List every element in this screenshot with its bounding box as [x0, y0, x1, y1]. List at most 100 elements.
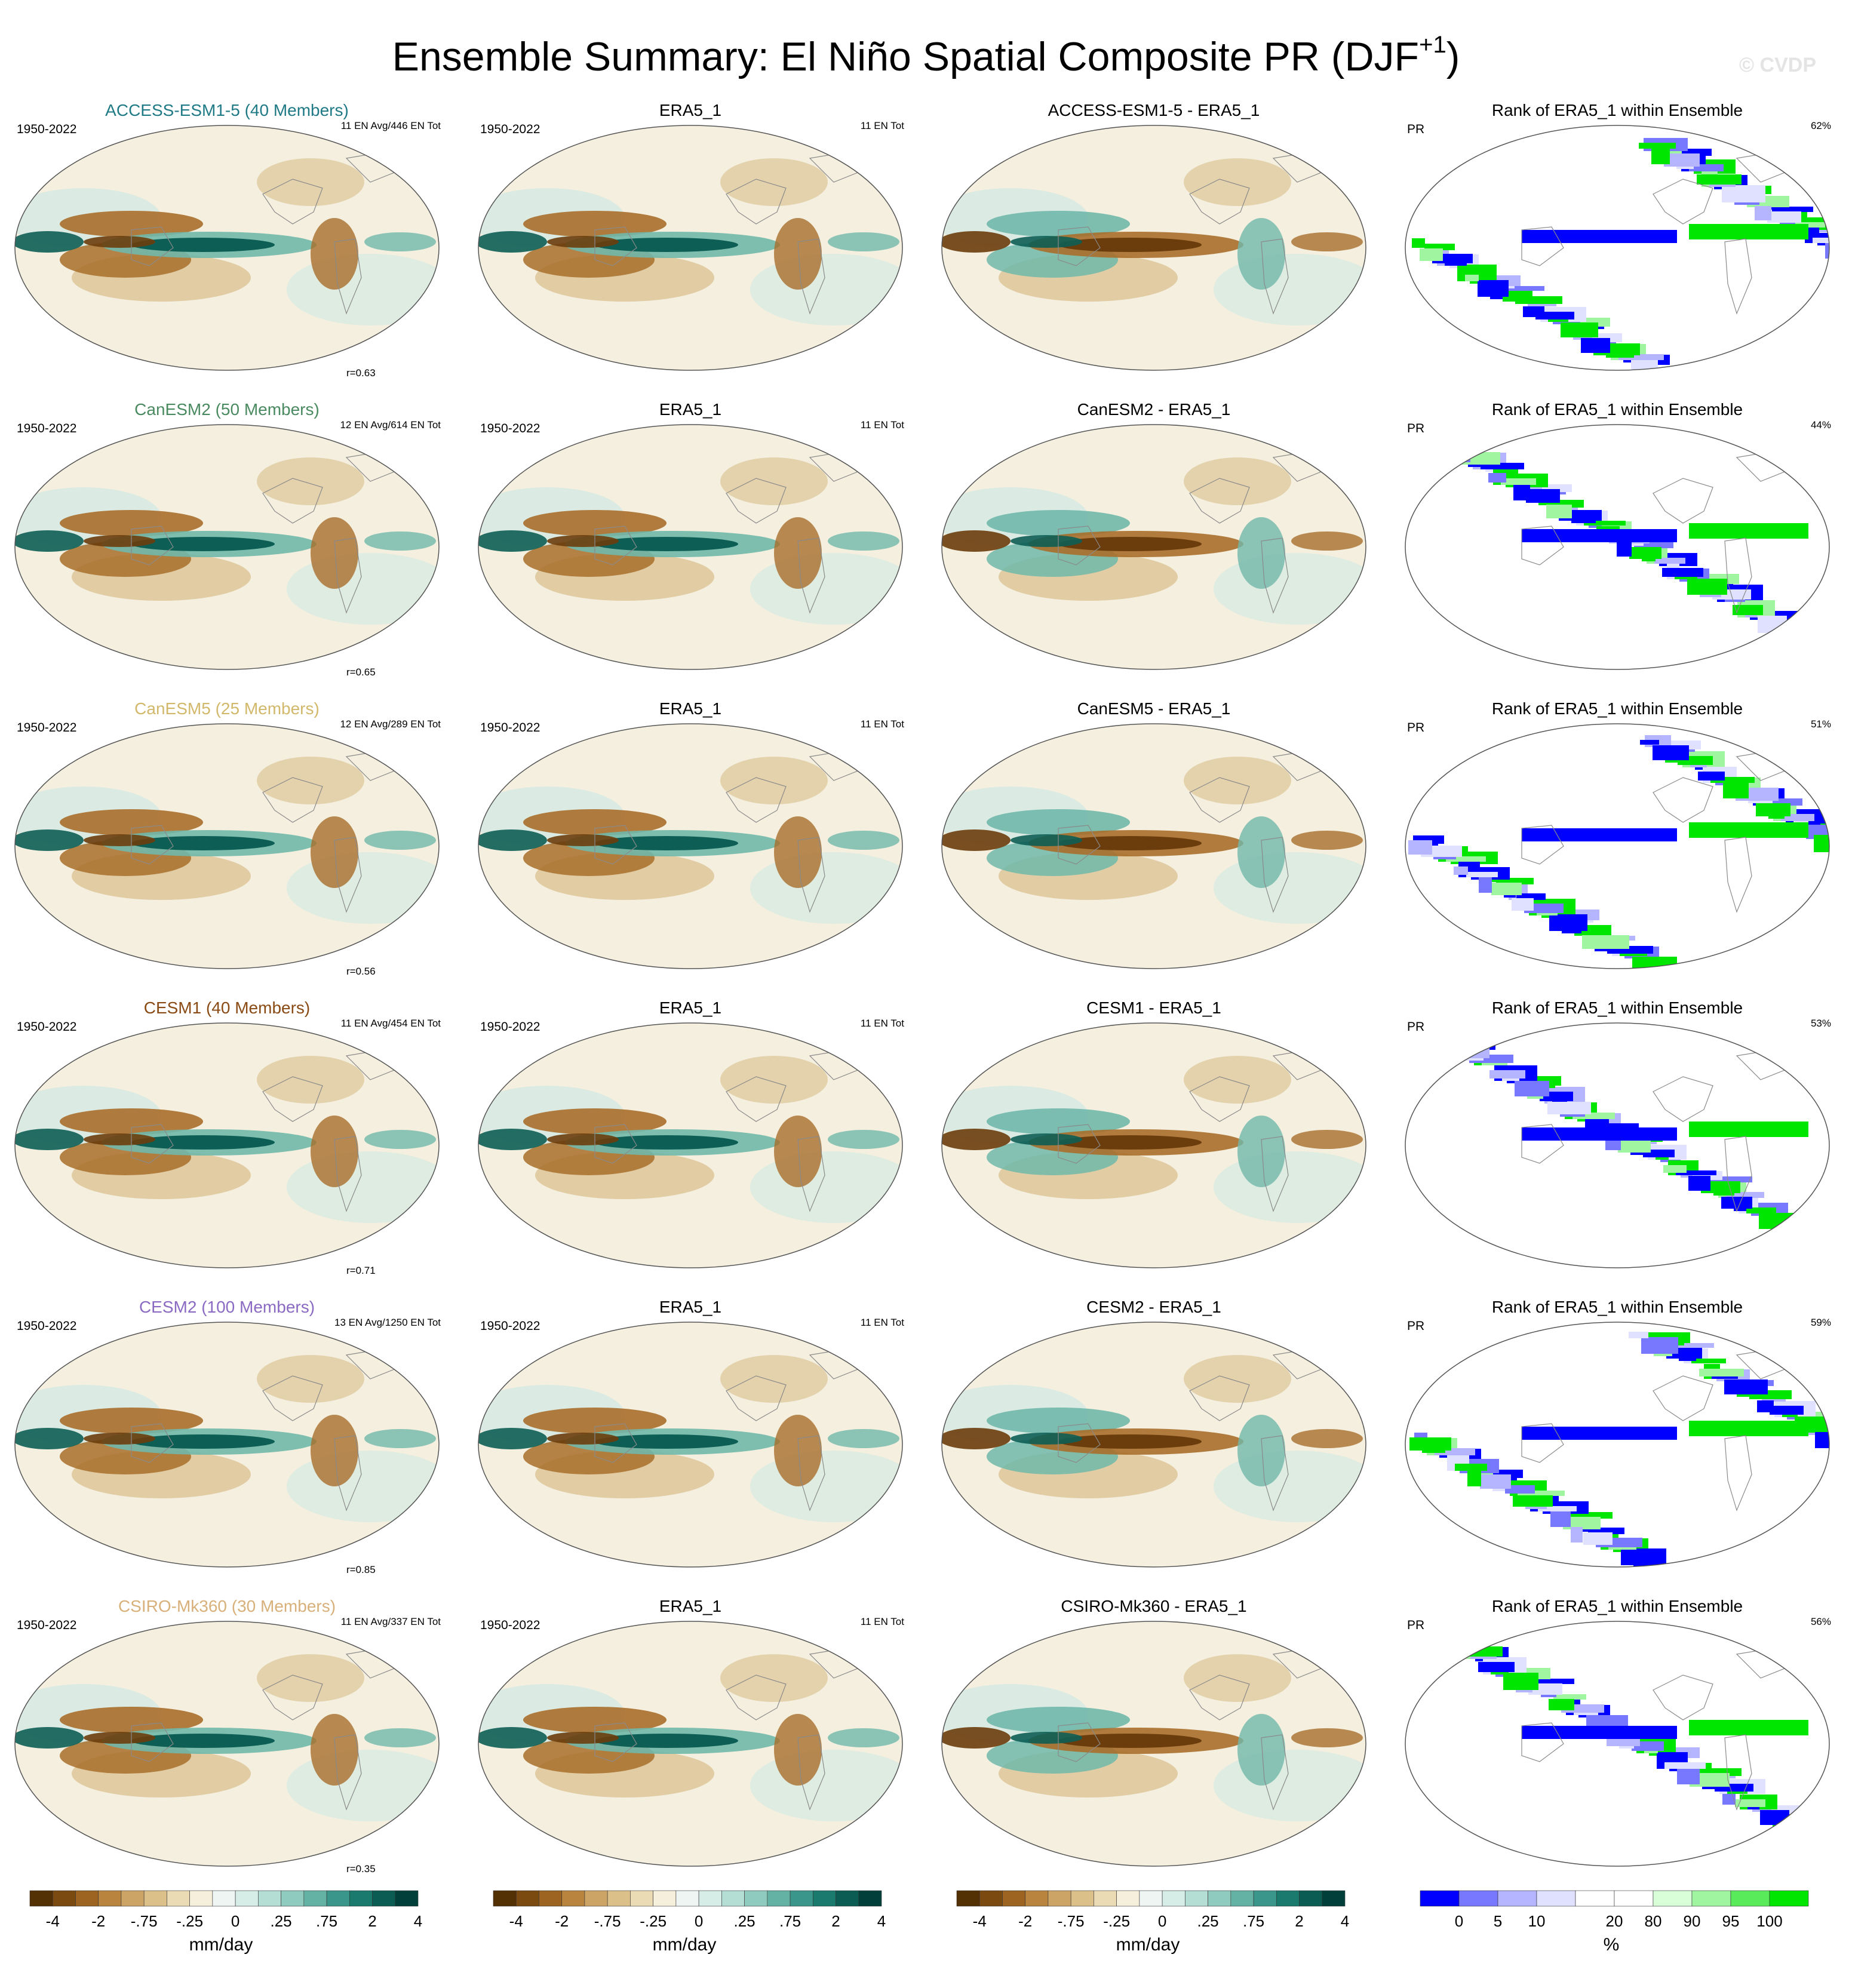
map-panel-obs: ERA5_1 1950-2022 11 EN Tot [469, 1594, 911, 1893]
panel-title: ERA5_1 [659, 101, 722, 119]
panel-right-label: 51% [1810, 718, 1831, 730]
panel-title: CESM2 (100 Members) [139, 1298, 315, 1316]
colorbar-swatch [1536, 1890, 1576, 1907]
panel-right-label: 11 EN Tot [860, 419, 904, 431]
colorbar-swatch [698, 1890, 722, 1907]
colorbar-swatch [584, 1890, 608, 1907]
pr-colorbar: -4 -2 -.75 -.25 0 .25 .75 2 4 mm/day [481, 1887, 923, 1965]
colorbar-swatch [326, 1890, 350, 1907]
colorbar-swatch [858, 1890, 882, 1907]
colorbar-tick-label: 90 [1684, 1912, 1701, 1930]
panel-left-label: PR [1407, 122, 1425, 136]
colorbar-swatch [1299, 1890, 1323, 1907]
colorbar-swatch [1094, 1890, 1117, 1907]
cvdp-watermark: © CVDP [1739, 54, 1816, 76]
panel-title: ACCESS-ESM1-5 - ERA5_1 [1048, 101, 1260, 119]
colorbar-tick-label: 4 [877, 1912, 886, 1930]
map-rank [1405, 723, 1830, 969]
colorbar-tick-label: -.75 [594, 1912, 621, 1930]
colorbar-swatch [1458, 1890, 1498, 1907]
map-diff [941, 424, 1366, 670]
colorbar-swatch [1116, 1890, 1140, 1907]
panel-title: ACCESS-ESM1-5 (40 Members) [105, 101, 349, 119]
panel-title: CESM2 - ERA5_1 [1086, 1298, 1221, 1316]
colorbar-swatch [721, 1890, 745, 1907]
colorbar-swatch [189, 1890, 213, 1907]
map-panel-diff: CESM2 - ERA5_1 [933, 1295, 1375, 1594]
map-panel-obs: ERA5_1 1950-2022 11 EN Tot [469, 1295, 911, 1594]
panel-title: CanESM5 (25 Members) [134, 699, 320, 718]
panel-title: CanESM2 - ERA5_1 [1077, 400, 1231, 419]
map-model [14, 125, 440, 371]
colorbar-swatch [98, 1890, 122, 1907]
colorbar-swatch [675, 1890, 699, 1907]
colorbar-swatch [1139, 1890, 1163, 1907]
colorbar-swatches: -4 -2 -.75 -.25 0 .25 .75 2 4 [29, 1890, 422, 1930]
panel-left-label: 1950-2022 [17, 1319, 77, 1333]
colorbar-tick-label: -.25 [640, 1912, 667, 1930]
colorbar-swatch [52, 1890, 76, 1907]
colorbar-swatch [349, 1890, 373, 1907]
panel-right-label: 11 EN Tot [860, 718, 904, 730]
panel-title: CanESM2 (50 Members) [134, 400, 320, 419]
map-diff [941, 1022, 1366, 1268]
colorbar-swatch [1185, 1890, 1208, 1907]
colorbar-tick-label: 0 [695, 1912, 703, 1930]
colorbar-swatch [790, 1890, 813, 1907]
colorbar-tick-label: -4 [509, 1912, 523, 1930]
panel-title: ERA5_1 [659, 998, 722, 1017]
panel-right-label: 59% [1810, 1317, 1831, 1328]
colorbar-swatch [561, 1890, 585, 1907]
panel-left-label: PR [1407, 1618, 1425, 1632]
panel-right-label: 53% [1810, 1018, 1831, 1029]
colorbar-tick-label: .25 [1197, 1912, 1219, 1930]
pattern-correlation: r=0.35 [346, 1863, 376, 1875]
panel-right-label: 56% [1810, 1616, 1831, 1627]
panel-right-label: 11 EN Tot [860, 1317, 904, 1328]
colorbar-tick-label: 10 [1528, 1912, 1546, 1930]
panel-left-label: 1950-2022 [17, 721, 77, 735]
colorbar-swatch [836, 1890, 859, 1907]
map-panel-obs: ERA5_1 1950-2022 11 EN Tot [469, 996, 911, 1295]
colorbar-tick-label: .75 [1243, 1912, 1264, 1930]
colorbar-swatch [281, 1890, 305, 1907]
panel-title: ERA5_1 [659, 400, 722, 419]
colorbar-tick-label: 4 [414, 1912, 422, 1930]
panel-left-label: 1950-2022 [17, 122, 77, 136]
panel-left-label: PR [1407, 422, 1425, 435]
colorbar-swatch [1070, 1890, 1094, 1907]
map-diff [941, 723, 1366, 969]
panel-title: Rank of ERA5_1 within Ensemble [1491, 1298, 1743, 1316]
colorbar-tick-label: 0 [231, 1912, 239, 1930]
colorbar-swatch [258, 1890, 281, 1907]
map-diff [941, 1322, 1366, 1568]
panel-left-label: 1950-2022 [480, 122, 540, 136]
map-panel-rank: Rank of ERA5_1 within Ensemble PR 44% [1396, 398, 1838, 696]
map-panel-model: ACCESS-ESM1-5 (40 Members) 1950-2022 11 EN… [6, 99, 448, 397]
map-panel-model: CanESM2 (50 Members) 1950-2022 12 EN Avg/6… [6, 398, 448, 696]
map-panel-diff: CSIRO-Mk360 - ERA5_1 [933, 1594, 1375, 1893]
map-panel-obs: ERA5_1 1950-2022 11 EN Tot [469, 398, 911, 696]
map-diff [941, 125, 1366, 371]
colorbar-swatch [235, 1890, 259, 1907]
colorbar-swatch [1420, 1890, 1460, 1907]
colorbar-swatch [744, 1890, 768, 1907]
colorbar-swatch [1614, 1890, 1654, 1907]
colorbar-tick-label: -4 [973, 1912, 987, 1930]
panel-right-label: 13 EN Avg/1250 EN Tot [334, 1317, 441, 1328]
panel-title: CESM1 - ERA5_1 [1086, 998, 1221, 1017]
panel-title: Rank of ERA5_1 within Ensemble [1491, 1597, 1743, 1615]
map-panel-obs: ERA5_1 1950-2022 11 EN Tot [469, 697, 911, 995]
panel-left-label: 1950-2022 [17, 1020, 77, 1034]
colorbar-tick-label: .75 [316, 1912, 337, 1930]
colorbar-tick-label: -2 [1018, 1912, 1032, 1930]
panel-title: Rank of ERA5_1 within Ensemble [1491, 400, 1743, 419]
map-rank [1405, 424, 1830, 670]
colorbar-swatch [1575, 1890, 1615, 1907]
colorbar-tick-label: -2 [555, 1912, 569, 1930]
colorbar-tick-label: 100 [1756, 1912, 1782, 1930]
colorbar-swatch [143, 1890, 167, 1907]
colorbar-tick-label: 0 [1455, 1912, 1463, 1930]
map-panel-diff: CanESM2 - ERA5_1 [933, 398, 1375, 696]
colorbar-tick-label: 4 [1341, 1912, 1349, 1930]
